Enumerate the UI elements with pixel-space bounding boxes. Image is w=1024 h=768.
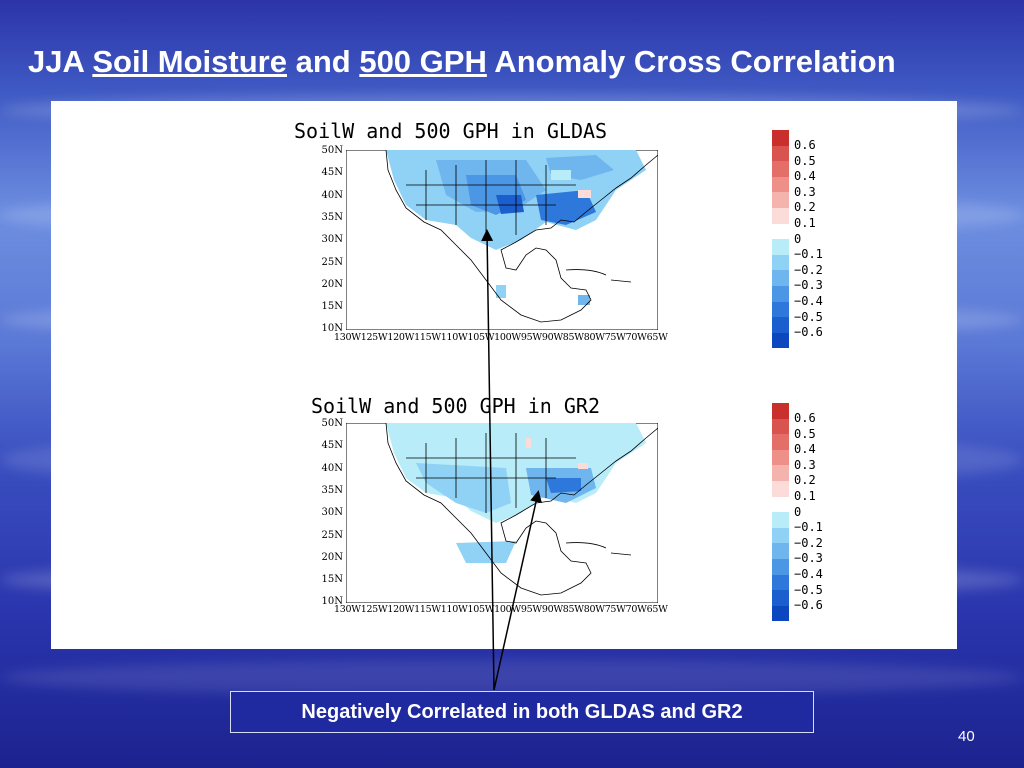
lon-axis-gr2: 130W125W120W115W110W105W100W95W90W85W80W…	[334, 604, 668, 615]
colorbar-swatch	[772, 605, 789, 622]
colorbar-swatch	[772, 496, 789, 513]
colorbar-swatch	[772, 254, 789, 271]
callout-box: Negatively Correlated in both GLDAS and …	[230, 691, 814, 733]
colorbar-swatch	[772, 239, 789, 255]
colorbar-swatch	[772, 145, 789, 162]
arrow-to-gldas	[481, 229, 495, 691]
colorbar-swatch	[772, 176, 789, 193]
colorbar-swatch	[772, 558, 789, 575]
colorbar-label: 0.2	[794, 200, 816, 215]
colorbar-label: 0.3	[794, 184, 816, 199]
colorbar-swatch	[772, 270, 789, 286]
colorbar-label: −0.1	[794, 247, 823, 262]
title-suffix: Anomaly Cross Correlation	[486, 44, 896, 79]
colorbar-swatch	[772, 590, 789, 606]
lat-label: 45N	[321, 440, 343, 452]
colorbar-label: 0.2	[794, 473, 816, 488]
lat-label: 10N	[321, 596, 343, 608]
colorbar-label: 0.1	[794, 489, 816, 503]
colorbar-swatch	[772, 130, 789, 146]
colorbar-swatch	[772, 403, 789, 419]
colorbar-swatch	[772, 207, 789, 224]
lat-label: 10N	[321, 323, 343, 335]
lat-label: 35N	[321, 484, 343, 496]
lat-label: 25N	[321, 256, 343, 268]
lat-label: 20N	[321, 551, 343, 563]
colorbar-swatch	[772, 449, 789, 466]
colorbar-swatch	[772, 317, 789, 333]
colorbar-label: −0.4	[794, 567, 823, 581]
colorbar-label: 0.5	[794, 426, 816, 441]
lat-label: 15N	[321, 574, 343, 586]
lat-label: 20N	[321, 278, 343, 290]
lon-axis-gldas: 130W125W120W115W110W105W100W95W90W85W80W…	[334, 332, 668, 343]
colorbar-label: −0.3	[794, 551, 823, 566]
lat-label: 40N	[321, 462, 343, 474]
arrow-to-gr2	[493, 490, 542, 691]
colorbar-swatch	[772, 418, 789, 435]
lat-label: 50N	[321, 145, 343, 156]
colorbar-swatch	[772, 480, 789, 497]
colorbar-label: −0.3	[794, 278, 823, 293]
map-title-gldas: SoilW and 500 GPH in GLDAS	[294, 119, 608, 143]
colorbar-swatch	[772, 527, 789, 544]
lat-label: 45N	[321, 167, 343, 179]
colorbar-label: −0.6	[794, 598, 823, 613]
colorbar-swatch	[772, 574, 789, 591]
colorbar-label: −0.1	[794, 520, 823, 535]
colorbar-label: 0.6	[794, 411, 816, 425]
slide-title: JJA Soil Moisture and 500 GPH Anomaly Cr…	[28, 44, 896, 80]
colorbar-gr2	[772, 403, 789, 622]
lat-label: 50N	[321, 418, 343, 429]
page-number: 40	[958, 728, 975, 745]
colorbar-swatch	[772, 223, 789, 240]
colorbar-label: 0.3	[794, 457, 816, 472]
colorbar-swatch	[772, 301, 789, 318]
colorbar-label: −0.4	[794, 294, 823, 308]
colorbar-label: −0.6	[794, 325, 823, 340]
colorbar-swatch	[772, 434, 789, 450]
lat-label: 15N	[321, 301, 343, 313]
correlation-map-gr2	[346, 423, 658, 603]
colorbar-label: −0.5	[794, 582, 823, 597]
colorbar-swatch	[772, 543, 789, 559]
colorbar-gldas	[772, 130, 789, 349]
colorbar-label: 0.6	[794, 138, 816, 152]
lat-label: 30N	[321, 507, 343, 519]
figure-panel: SoilW and 500 GPH in GLDAS 50N 45N 40N 35N 3…	[51, 101, 957, 649]
title-500-gph: 500 GPH	[359, 44, 487, 79]
colorbar-swatch	[772, 512, 789, 528]
colorbar-label: 0.4	[794, 169, 816, 184]
correlation-map-gldas	[346, 150, 658, 330]
colorbar-label: 0.1	[794, 216, 816, 230]
colorbar-swatch	[772, 465, 789, 481]
lat-label: 35N	[321, 211, 343, 223]
colorbar-label: 0	[794, 231, 802, 246]
colorbar-swatch	[772, 285, 789, 302]
colorbar-label: −0.2	[794, 535, 823, 550]
colorbar-label: −0.2	[794, 262, 823, 277]
lat-label: 40N	[321, 189, 343, 201]
colorbar-label: 0.4	[794, 442, 816, 457]
colorbar-swatch	[772, 161, 789, 177]
title-soil-moisture: Soil Moisture	[92, 44, 287, 79]
colorbar-swatch	[772, 332, 789, 349]
map-title-gr2: SoilW and 500 GPH in GR2	[311, 394, 600, 418]
colorbar-label: −0.5	[794, 309, 823, 324]
lat-label: 25N	[321, 529, 343, 541]
colorbar-label: 0	[794, 504, 802, 519]
title-prefix: JJA	[28, 44, 93, 79]
lat-label: 30N	[321, 234, 343, 246]
colorbar-label: 0.5	[794, 153, 816, 168]
title-mid: and	[286, 44, 360, 79]
colorbar-swatch	[772, 192, 789, 208]
